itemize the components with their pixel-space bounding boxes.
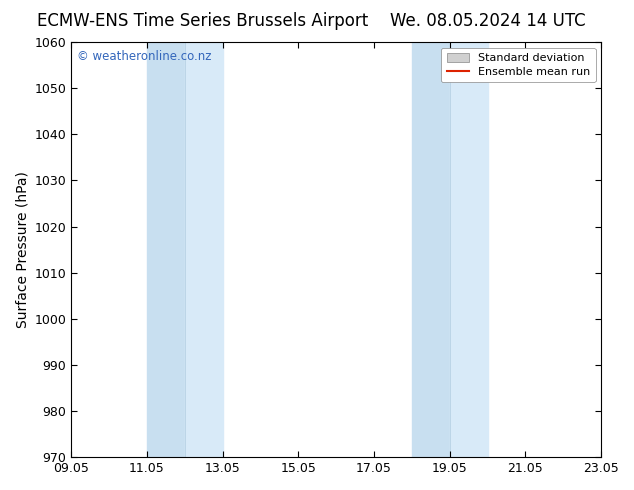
Bar <box>185 42 223 457</box>
Y-axis label: Surface Pressure (hPa): Surface Pressure (hPa) <box>15 171 29 328</box>
Legend: Standard deviation, Ensemble mean run: Standard deviation, Ensemble mean run <box>441 48 595 82</box>
Text: We. 08.05.2024 14 UTC: We. 08.05.2024 14 UTC <box>391 12 586 30</box>
Bar <box>412 42 450 457</box>
Text: © weatheronline.co.nz: © weatheronline.co.nz <box>77 50 211 63</box>
Bar <box>147 42 185 457</box>
Text: ECMW-ENS Time Series Brussels Airport: ECMW-ENS Time Series Brussels Airport <box>37 12 368 30</box>
Bar <box>450 42 488 457</box>
